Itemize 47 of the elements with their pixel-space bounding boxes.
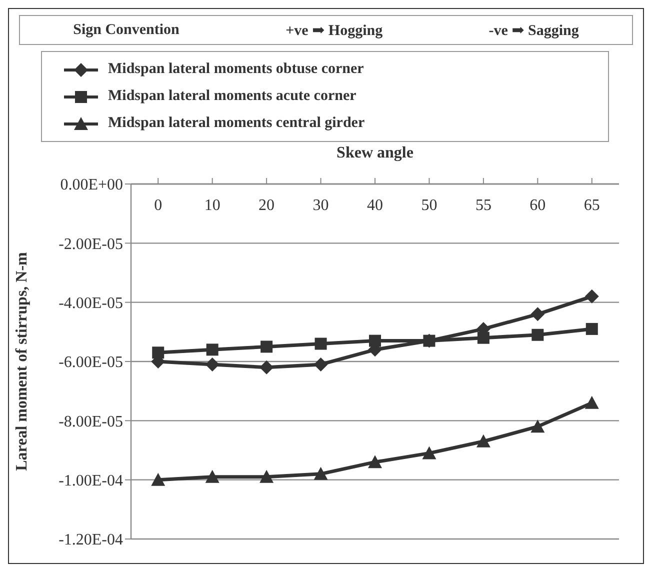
point [205,357,220,372]
y-tick-label: 0.00E+00 [60,176,123,194]
y-tick-label: -6.00E-05 [58,354,123,372]
point [530,307,545,322]
point [260,340,273,353]
point [586,322,598,335]
text: +ve ➡ Hogging [286,22,383,40]
y-axis-title: Lareal moment of stirrups, N-m [14,251,31,471]
y-tick-label: -8.00E-05 [58,413,123,430]
legend-label: Midspan lateral moments acute corner [108,88,356,105]
x-tick-label: 40 [367,197,383,214]
y-tick-label: -1.20E-04 [58,532,123,549]
text: Sign Convention [73,22,180,38]
point [584,289,599,304]
x-tick-label: 60 [530,197,546,214]
point [152,346,164,359]
x-tick-label: 20 [258,197,275,214]
y-tick-label: -2.00E-05 [58,236,123,253]
point [530,420,545,433]
point [584,396,599,409]
point [369,334,381,347]
point [532,328,544,341]
legend-label: Midspan lateral moments obtuse corner [108,61,364,78]
x-tick-label: 10 [204,197,220,214]
text: -ve ➡ Sagging [488,22,579,40]
x-tick-label: 50 [421,197,438,214]
point [205,470,220,483]
point [151,472,166,486]
point [260,470,274,483]
x-axis-title: Skew angle [336,144,414,162]
x-tick-label: 0 [154,197,162,214]
point [422,446,436,460]
y-tick-label: -1.00E-04 [58,472,123,490]
point [260,360,274,374]
x-tick-label: 65 [584,197,600,214]
point [423,334,436,347]
point [314,466,328,480]
point [476,434,490,448]
point [206,344,218,356]
point [314,357,328,372]
x-tick-label: 30 [312,197,329,214]
legend-label: Midspan lateral moments central girder [108,115,365,132]
x-tick-label: 55 [475,197,492,214]
y-tick-label: -4.00E-05 [58,295,123,312]
point [368,455,382,468]
point [314,338,327,350]
point [477,332,490,344]
